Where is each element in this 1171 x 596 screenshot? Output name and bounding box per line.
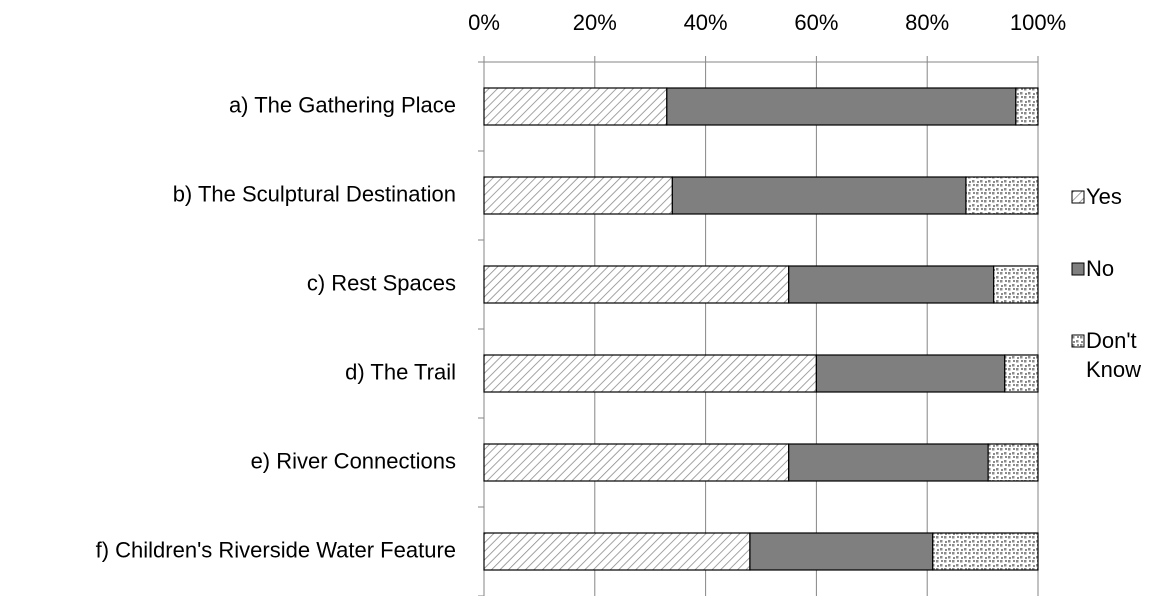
bar-segment [483,354,817,393]
bar-segment [483,87,668,126]
legend-swatch [1071,334,1085,348]
y-tick-label: a) The Gathering Place [229,92,456,117]
bar-segment [987,443,1039,482]
bar-segment [671,176,967,215]
bar-segment [788,443,989,482]
legend-label-box: Don't Know [1086,328,1142,382]
bar-segment [483,176,673,215]
bar-segment [788,265,995,304]
bar-segment [666,87,1017,126]
legend-label: Yes [1086,184,1122,209]
bar-segment [749,532,934,571]
x-tick-label: 40% [684,10,728,35]
y-tick-label: d) The Trail [345,359,456,384]
bar-segment [483,532,751,571]
x-tick-label: 60% [794,10,838,35]
bar-segment [965,176,1039,215]
y-tick-label: f) Children's Riverside Water Feature [96,537,456,562]
x-tick-label: 20% [573,10,617,35]
legend-label-box: Yes [1086,184,1122,209]
x-tick-label: 100% [1010,10,1066,35]
legend-label: No [1086,256,1115,281]
bar-segment [993,265,1039,304]
y-tick-label: c) Rest Spaces [307,270,456,295]
legend-label-box: No [1086,256,1115,281]
legend-swatch [1071,190,1085,204]
bar-segment [815,354,1006,393]
x-tick-label: 0% [468,10,500,35]
y-tick-label: b) The Sculptural Destination [173,181,456,206]
y-tick-label: e) River Connections [251,448,456,473]
legend-swatch [1071,262,1085,276]
bar-segment [483,265,790,304]
bar-segment [1015,87,1039,126]
x-tick-label: 80% [905,10,949,35]
legend-label: Don't Know [1086,328,1142,382]
bar-segment [1004,354,1039,393]
bar-segment [483,443,790,482]
bar-segment [932,532,1039,571]
